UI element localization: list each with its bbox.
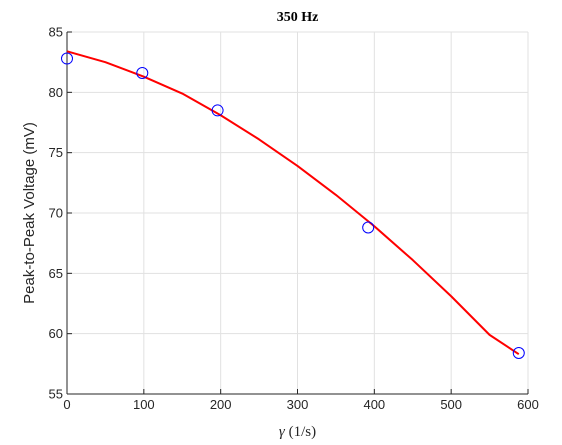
x-tick-label: 0 (63, 397, 70, 412)
data-point (61, 52, 73, 65)
ticks: 0 100 200 300 400 500 600 55 60 65 70 75 80 85 (49, 25, 539, 413)
y-tick-label: 80 (49, 85, 63, 100)
data-point (512, 346, 525, 359)
y-tick-label: 65 (49, 266, 63, 281)
y-tick-label: 85 (49, 25, 63, 40)
y-tick-label: 55 (49, 387, 63, 402)
x-tick-label: 200 (210, 397, 232, 412)
y-tick-label: 60 (49, 326, 63, 341)
y-tick-label: 70 (49, 206, 63, 221)
data-point (136, 67, 149, 80)
y-tick-label: 75 (49, 145, 63, 160)
x-tick-label: 300 (287, 397, 309, 412)
x-axis-label-symbol: γ (279, 424, 286, 440)
chart-title: 350 Hz (277, 10, 319, 25)
x-tick-label: 500 (440, 397, 462, 412)
x-tick-label: 400 (363, 397, 385, 412)
y-axis-label: Peak-to-Peak Voltage (mV) (21, 122, 38, 304)
data-point (211, 104, 224, 117)
series (61, 50, 525, 359)
x-tick-label: 600 (517, 397, 539, 412)
data-point (362, 221, 375, 234)
x-tick-label: 100 (133, 397, 155, 412)
x-axis-label: γ (1/s) (279, 424, 316, 440)
fit-curve (66, 50, 520, 356)
x-axis-label-unit: (1/s) (285, 424, 316, 440)
